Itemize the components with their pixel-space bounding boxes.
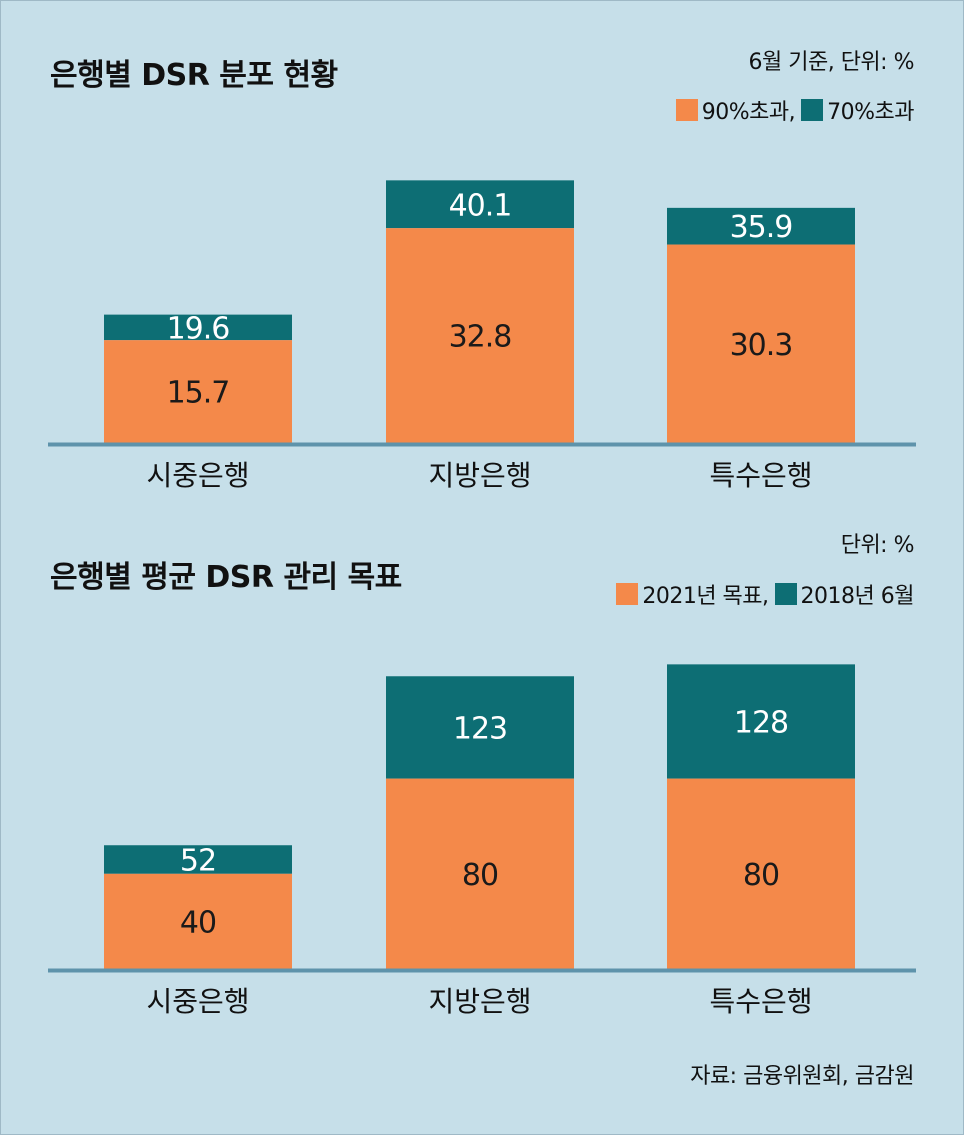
chart1-label-top-1: 19.6 <box>167 311 230 346</box>
chart1-legend-swatch-1 <box>675 99 698 121</box>
chart1-legend-item-2: 70%초과 <box>801 94 914 126</box>
chart2-legend: 2021년 목표, 2018년 6월 <box>616 578 915 610</box>
chart1-bar-bottom-2 <box>386 228 574 443</box>
chart1-unit-note: 6월 기준, 단위: % <box>748 50 915 75</box>
chart1-legend-label-1: 90%초과, <box>701 100 796 125</box>
chart1-category-1: 시중은행 <box>146 459 249 492</box>
chart2-bar-top-1 <box>104 845 292 874</box>
source-note: 자료: 금융위원회, 금감원 <box>690 1064 914 1089</box>
chart1-legend: 90%초과, 70%초과 <box>675 94 914 126</box>
chart1-bar-top-2 <box>386 180 574 229</box>
chart1-category-2: 지방은행 <box>428 459 531 492</box>
chart2-legend-item-2: 2018년 6월 <box>774 578 915 610</box>
chart2-label-top-3: 128 <box>734 705 788 740</box>
chart2-legend-swatch-1 <box>616 583 639 605</box>
chart1-category-3: 특수은행 <box>709 459 812 492</box>
chart2-legend-label-1: 2021년 목표, <box>642 584 769 609</box>
chart1-bar-bottom-1 <box>104 340 292 443</box>
chart2-bar-bottom-2 <box>386 778 574 969</box>
chart2-category-1: 시중은행 <box>146 985 249 1018</box>
chart1-bar-top-3 <box>667 207 855 245</box>
chart2-label-bottom-1: 40 <box>180 905 216 940</box>
chart1-legend-item-1: 90%초과, <box>675 94 796 126</box>
chart1-bar-top-1 <box>104 314 292 341</box>
chart2-legend-label-2: 2018년 6월 <box>800 584 915 609</box>
chart2-bar-top-3 <box>667 664 855 779</box>
chart2-plot: 52 40 시중은행 123 80 지방은행 128 80 특수은행 <box>48 664 916 1018</box>
chart2-bar-bottom-3 <box>667 778 855 969</box>
chart1-plot: 19.6 15.7 시중은행 40.1 32.8 지방은행 35.9 30.3 특수은행 <box>48 180 916 492</box>
chart2-title: 은행별 평균 DSR 관리 목표 <box>50 560 402 595</box>
chart2-label-top-1: 52 <box>180 844 216 879</box>
chart2-category-2: 지방은행 <box>428 985 531 1018</box>
chart2-label-bottom-3: 80 <box>743 858 779 893</box>
chart2-unit-note: 단위: % <box>840 533 915 558</box>
chart1-legend-swatch-2 <box>801 99 824 121</box>
chart1-label-bottom-1: 15.7 <box>167 376 230 411</box>
chart1-label-top-2: 40.1 <box>449 188 512 223</box>
chart1-bar-bottom-3 <box>667 244 855 443</box>
chart2-legend-swatch-2 <box>774 583 797 605</box>
chart1-label-bottom-3: 30.3 <box>730 328 793 363</box>
chart2-label-bottom-2: 80 <box>462 858 498 893</box>
chart2-bar-top-2 <box>386 676 574 779</box>
chart2-category-3: 특수은행 <box>709 985 812 1018</box>
chart2-bar-bottom-1 <box>104 873 292 969</box>
chart1-title: 은행별 DSR 분포 현황 <box>50 58 338 93</box>
chart1-label-top-3: 35.9 <box>730 210 793 245</box>
chart1-label-bottom-2: 32.8 <box>449 320 512 355</box>
chart2-legend-item-1: 2021년 목표, <box>616 578 769 610</box>
chart1-legend-label-2: 70%초과 <box>827 100 914 125</box>
chart2-label-top-2: 123 <box>453 711 507 746</box>
